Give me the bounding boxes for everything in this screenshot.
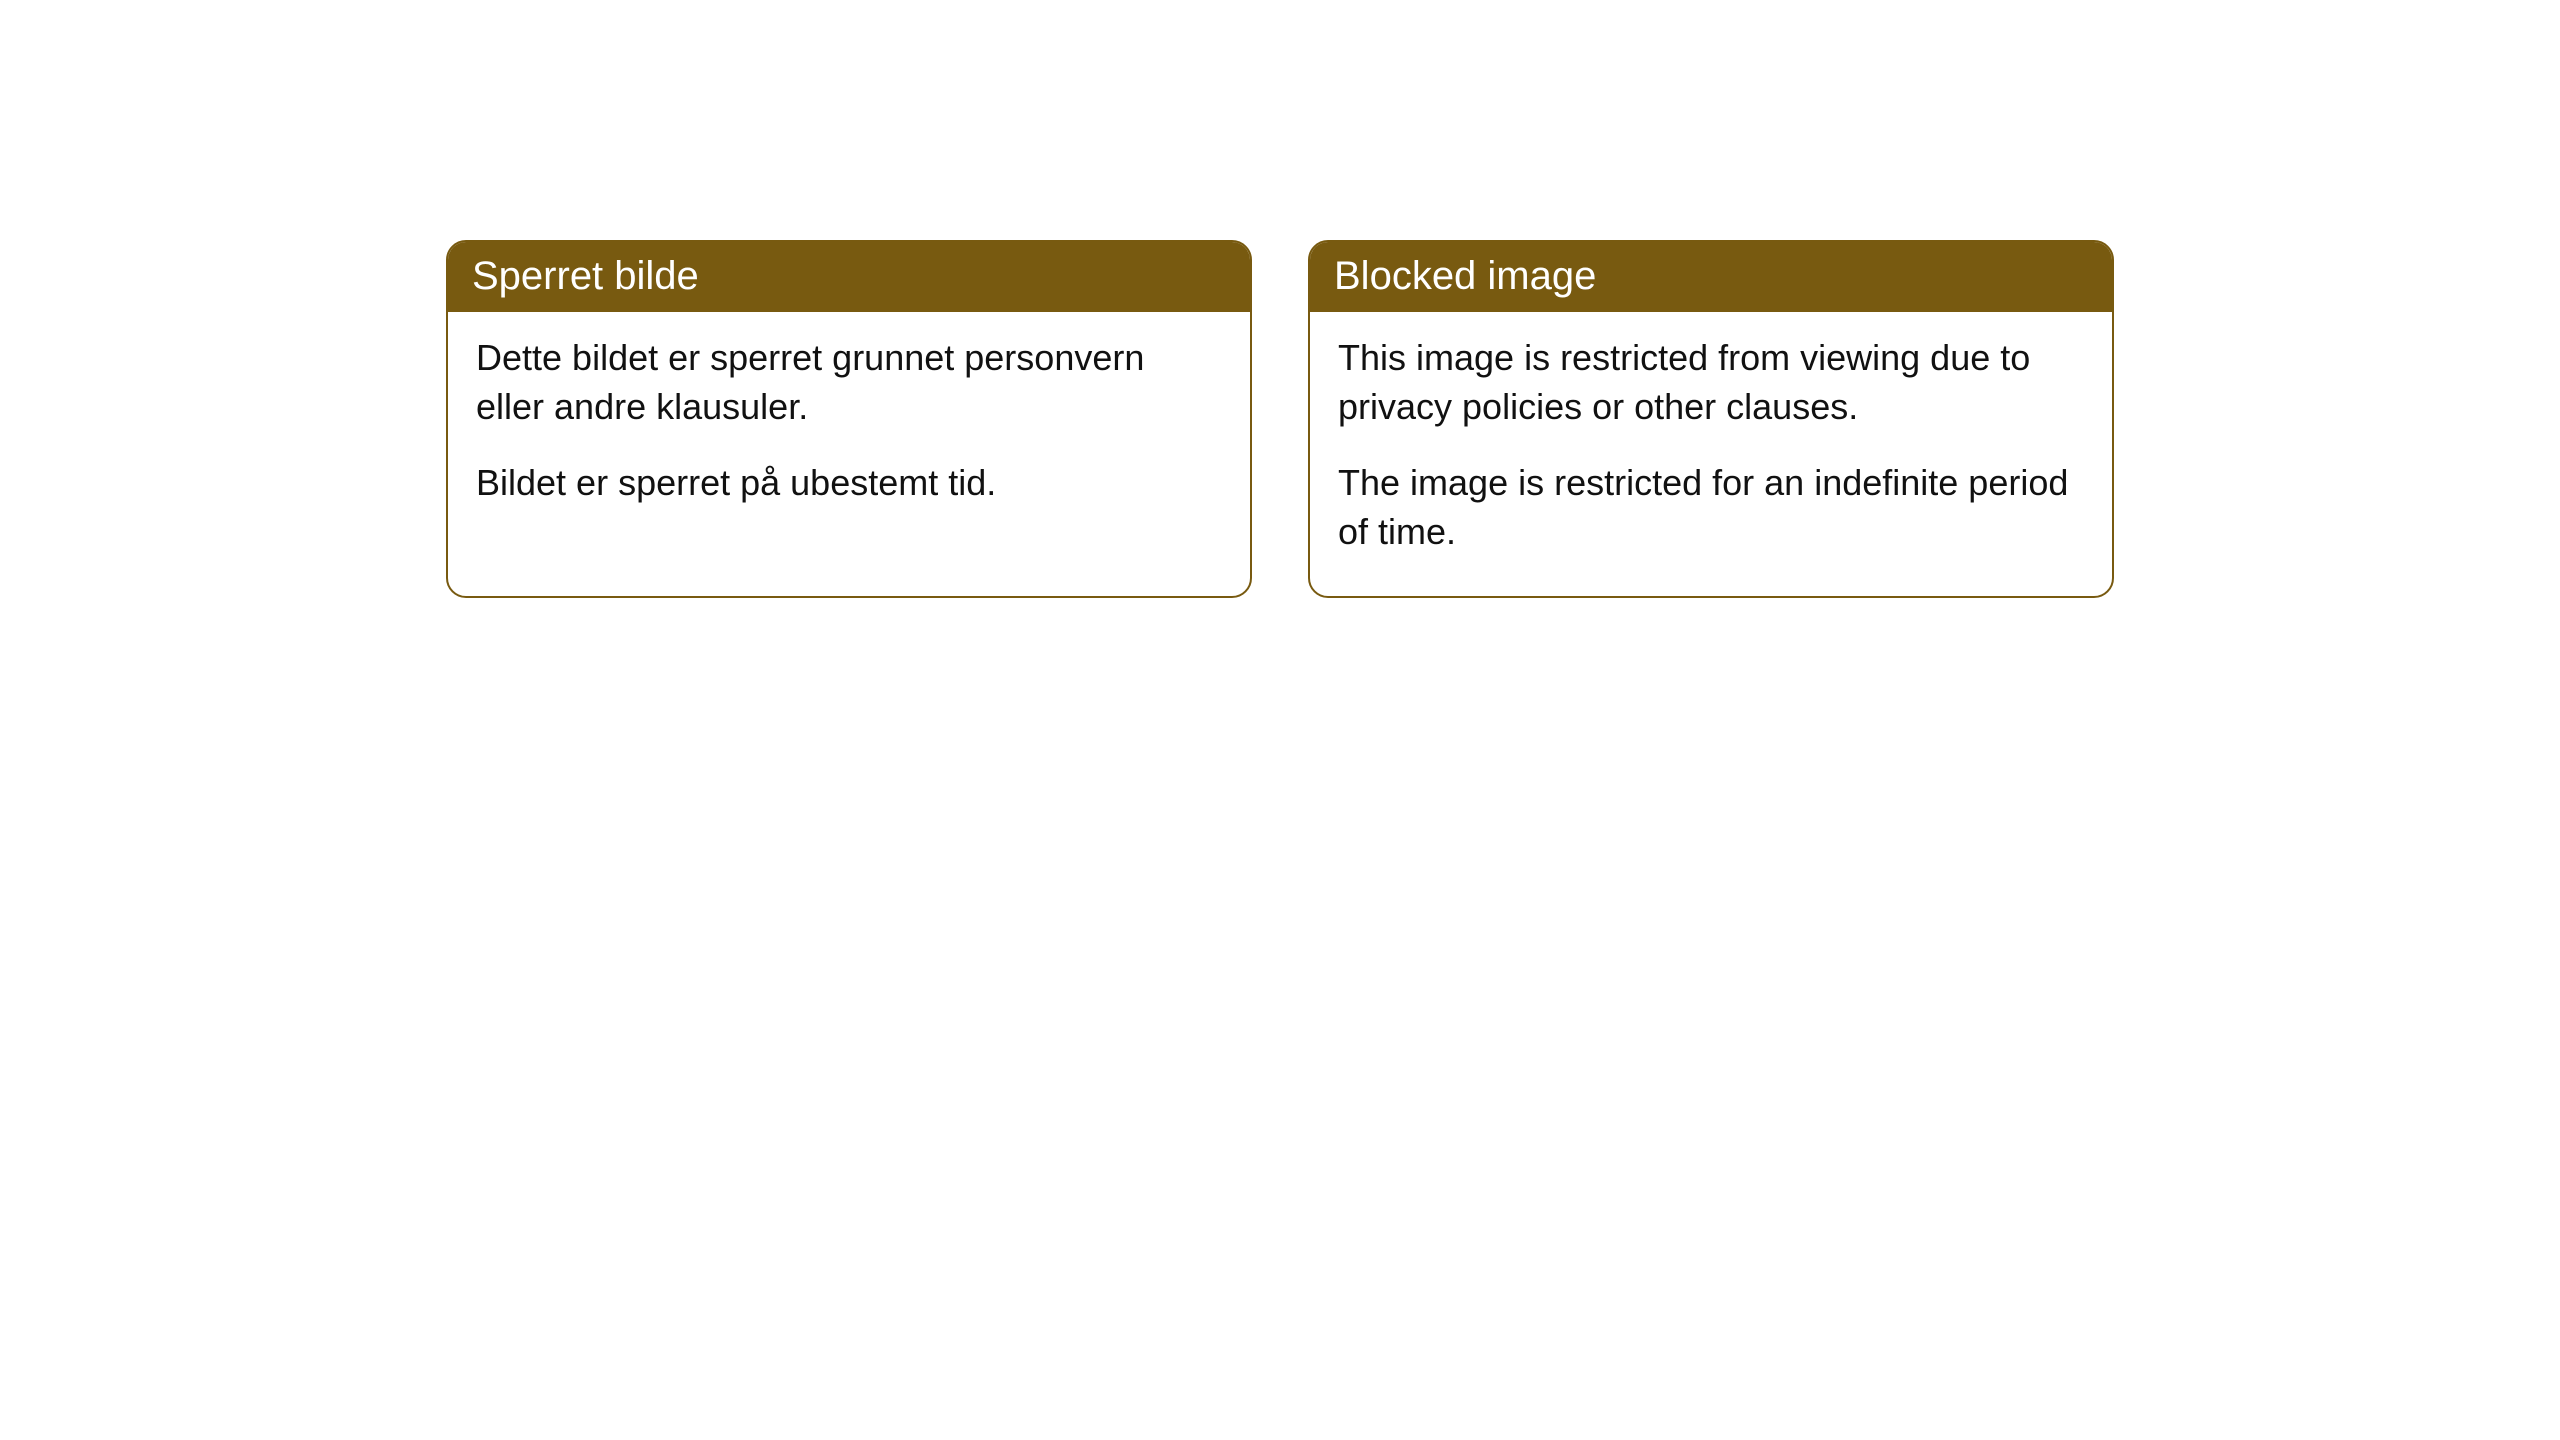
card-header: Blocked image [1310, 242, 2112, 312]
card-body: This image is restricted from viewing du… [1310, 312, 2112, 596]
blocked-image-card-no: Sperret bilde Dette bildet er sperret gr… [446, 240, 1252, 598]
card-header: Sperret bilde [448, 242, 1250, 312]
body-paragraph: Bildet er sperret på ubestemt tid. [476, 459, 1222, 508]
body-paragraph: Dette bildet er sperret grunnet personve… [476, 334, 1222, 431]
body-paragraph: The image is restricted for an indefinit… [1338, 459, 2084, 556]
body-paragraph: This image is restricted from viewing du… [1338, 334, 2084, 431]
blocked-image-card-en: Blocked image This image is restricted f… [1308, 240, 2114, 598]
notice-cards-container: Sperret bilde Dette bildet er sperret gr… [0, 0, 2560, 598]
card-body: Dette bildet er sperret grunnet personve… [448, 312, 1250, 548]
